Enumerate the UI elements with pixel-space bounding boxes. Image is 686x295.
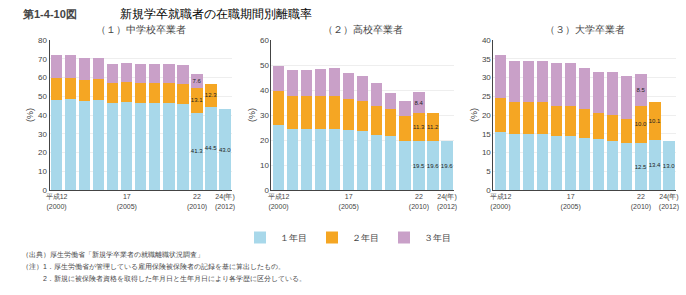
svg-text:17(2005): 17(2005) [339, 193, 359, 210]
svg-text:(%): (%) [247, 108, 257, 122]
svg-text:11.2: 11.2 [427, 124, 439, 130]
svg-text:24(年)(2012): 24(年)(2012) [215, 193, 235, 210]
svg-text:7.6: 7.6 [192, 78, 201, 84]
svg-text:（出典）厚生労働省「新規学卒業者の就職離職状況調査」: （出典）厚生労働省「新規学卒業者の就職離職状況調査」 [22, 251, 204, 259]
svg-text:60: 60 [38, 73, 47, 82]
svg-text:22(2010): 22(2010) [631, 193, 651, 210]
svg-text:10.0: 10.0 [635, 121, 647, 127]
svg-text:（３）大学卒業者: （３）大学卒業者 [545, 24, 625, 35]
svg-text:25: 25 [482, 92, 491, 101]
svg-text:３年目: ３年目 [424, 233, 451, 243]
svg-text:10: 10 [260, 161, 269, 170]
svg-text:（２）高校卒業者: （２）高校卒業者 [323, 24, 403, 35]
svg-text:17(2005): 17(2005) [561, 193, 581, 210]
svg-text:40: 40 [260, 86, 269, 95]
svg-text:20: 20 [38, 148, 47, 157]
svg-text:5: 5 [486, 167, 491, 176]
svg-text:80: 80 [38, 36, 47, 45]
svg-text:12.5: 12.5 [635, 164, 647, 170]
svg-text:50: 50 [260, 61, 269, 70]
svg-text:43.0: 43.0 [219, 147, 231, 153]
svg-text:8.4: 8.4 [414, 100, 423, 106]
svg-text:10.1: 10.1 [649, 118, 661, 124]
svg-text:平成12(2000): 平成12(2000) [268, 193, 290, 210]
svg-text:19.5: 19.5 [413, 163, 425, 169]
svg-text:20: 20 [260, 136, 269, 145]
svg-text:0: 0 [486, 186, 491, 195]
svg-text:平成12(2000): 平成12(2000) [490, 193, 512, 210]
svg-text:41.3: 41.3 [191, 148, 203, 154]
svg-text:0: 0 [264, 186, 269, 195]
svg-text:10: 10 [482, 148, 491, 157]
svg-text:10: 10 [38, 167, 47, 176]
svg-text:１年目: １年目 [280, 233, 307, 243]
svg-text:70: 70 [38, 55, 47, 64]
svg-text:2．新規に被保険者資格を取得した年月日と生年月日により各学歴: 2．新規に被保険者資格を取得した年月日と生年月日により各学歴に区分している。 [22, 275, 306, 283]
svg-text:30: 30 [482, 73, 491, 82]
svg-text:24(年)(2012): 24(年)(2012) [659, 193, 679, 210]
svg-text:第1-4-10図: 第1-4-10図 [22, 8, 77, 20]
svg-text:（１）中学校卒業者: （１）中学校卒業者 [96, 24, 186, 35]
svg-text:60: 60 [260, 36, 269, 45]
svg-text:44.5: 44.5 [205, 145, 217, 151]
svg-text:２年目: ２年目 [352, 233, 379, 243]
svg-text:11.3: 11.3 [413, 124, 425, 130]
svg-text:12.3: 12.3 [205, 92, 217, 98]
svg-text:15: 15 [482, 130, 491, 139]
svg-text:13.4: 13.4 [649, 162, 661, 168]
svg-text:0: 0 [42, 186, 47, 195]
svg-text:22(2010): 22(2010) [409, 193, 429, 210]
svg-text:30: 30 [260, 111, 269, 120]
svg-text:19.6: 19.6 [441, 163, 453, 169]
svg-text:（注）1．厚生労働省が管理している雇用保険被保険者の記録を基: （注）1．厚生労働省が管理している雇用保険被保険者の記録を基に算出したもの。 [22, 263, 285, 271]
svg-text:19.6: 19.6 [427, 163, 439, 169]
svg-text:30: 30 [38, 130, 47, 139]
svg-text:13.0: 13.0 [663, 163, 675, 169]
svg-text:新規学卒就職者の在職期間別離職率: 新規学卒就職者の在職期間別離職率 [120, 7, 312, 21]
svg-text:24(年)(2012): 24(年)(2012) [437, 193, 457, 210]
svg-text:(%): (%) [469, 108, 479, 122]
svg-text:22(2010): 22(2010) [187, 193, 207, 210]
svg-text:40: 40 [38, 111, 47, 120]
svg-text:平成12(2000): 平成12(2000) [46, 193, 68, 210]
svg-text:(%): (%) [25, 108, 35, 122]
svg-text:20: 20 [482, 111, 491, 120]
svg-text:13.1: 13.1 [191, 97, 203, 103]
svg-text:50: 50 [38, 92, 47, 101]
svg-text:35: 35 [482, 55, 491, 64]
svg-text:8.5: 8.5 [636, 87, 645, 93]
svg-text:40: 40 [482, 36, 491, 45]
svg-text:17(2005): 17(2005) [117, 193, 137, 210]
